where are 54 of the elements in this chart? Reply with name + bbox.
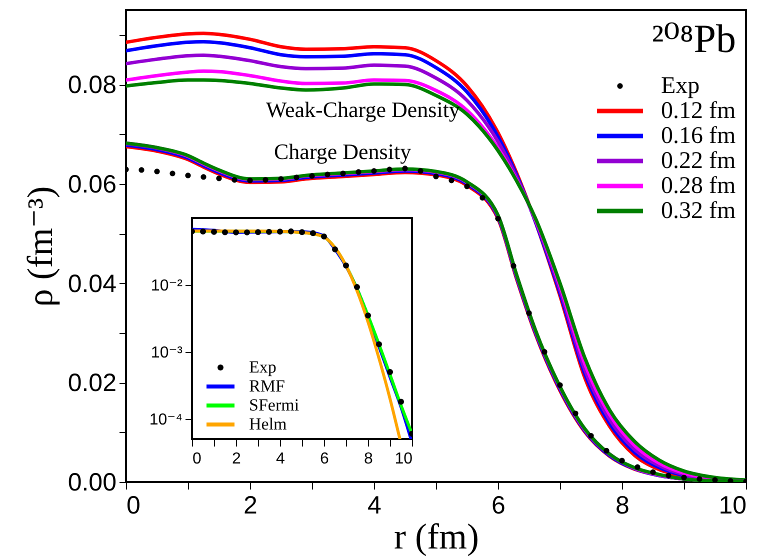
point	[387, 369, 393, 376]
point	[200, 228, 206, 235]
point	[233, 229, 239, 236]
legend-label: 0.32 fm	[661, 198, 736, 224]
legend-label: RMF	[249, 376, 285, 396]
x-tick-label: 2	[244, 492, 258, 520]
legend-label: Helm	[249, 414, 287, 434]
point	[343, 262, 349, 269]
point	[299, 229, 305, 236]
x-tick-label: 8	[364, 450, 374, 468]
x-tick-label: 6	[492, 492, 506, 520]
point	[398, 398, 404, 405]
point	[277, 228, 283, 235]
legend-label: 0.22 fm	[661, 148, 736, 174]
y-tick-label: 0.04	[68, 270, 117, 298]
point	[222, 229, 228, 236]
point	[266, 228, 272, 235]
x-tick-label: 0	[192, 450, 202, 468]
x-tick-label: 2	[232, 450, 242, 468]
point	[332, 246, 338, 252]
point	[365, 312, 371, 318]
legend-title: ²⁰⁸Pb	[652, 16, 736, 61]
x-tick-label: 6	[320, 450, 330, 468]
x-tick-label: 0	[126, 492, 140, 520]
y-tick-label: 0.08	[68, 71, 116, 100]
y-axis-title: ρ (fm⁻³)	[20, 186, 60, 307]
legend-label: Exp	[661, 73, 700, 99]
annotation: Charge Density	[274, 139, 412, 164]
point	[354, 284, 360, 290]
y-tick-label: 10⁻³	[150, 344, 184, 362]
y-tick-label: 0.06	[68, 170, 116, 198]
x-tick-label: 4	[276, 450, 286, 468]
x-tick-label: 8	[616, 492, 630, 520]
legend-label: SFermi	[249, 396, 300, 414]
x-tick-label: 4	[368, 492, 382, 520]
annotation: Weak-Charge Density	[266, 97, 460, 122]
point	[255, 229, 261, 236]
legend-label: Exp	[249, 358, 276, 376]
point	[244, 229, 250, 236]
point	[288, 228, 294, 234]
point	[321, 233, 327, 240]
legend-label: 0.28 fm	[661, 173, 736, 199]
legend-label: 0.16 fm	[661, 123, 736, 149]
point	[211, 228, 217, 235]
point	[376, 341, 382, 348]
y-tick-label: 10⁻⁴	[149, 411, 183, 428]
legend-label: 0.12 fm	[661, 98, 736, 124]
x-tick-label: 10	[394, 450, 413, 468]
x-axis-title: r (fm)	[394, 516, 479, 556]
point	[310, 230, 316, 236]
y-tick-label: 10⁻²	[150, 277, 184, 294]
y-tick-label: 0.02	[68, 369, 116, 398]
y-tick-label: 0.00	[68, 468, 116, 496]
x-tick-label: 10	[718, 492, 746, 520]
